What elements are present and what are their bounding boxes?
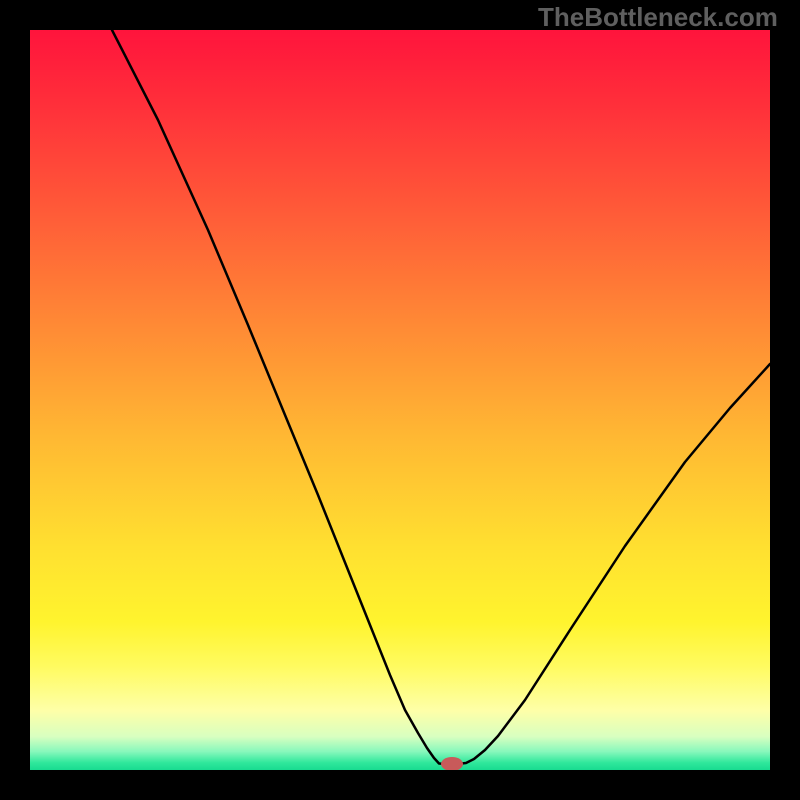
watermark-text: TheBottleneck.com — [538, 2, 778, 33]
chart-plot-area — [30, 30, 770, 770]
bottleneck-curve — [30, 30, 770, 770]
optimal-point-marker — [441, 757, 463, 770]
